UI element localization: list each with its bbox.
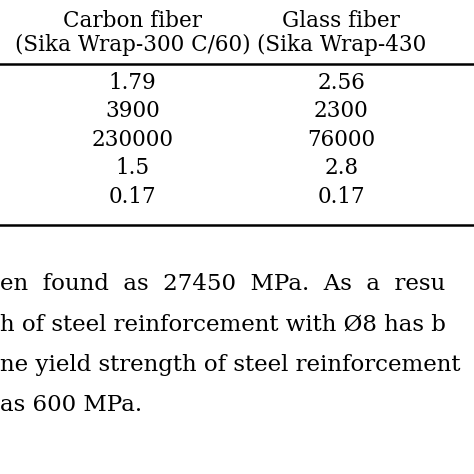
Text: 2300: 2300 (314, 100, 369, 122)
Text: (Sika Wrap-430: (Sika Wrap-430 (256, 34, 426, 56)
Text: Glass fiber: Glass fiber (283, 10, 400, 32)
Text: en  found  as  27450  MPa.  As  a  resu: en found as 27450 MPa. As a resu (0, 273, 445, 295)
Text: 0.17: 0.17 (109, 186, 156, 208)
Text: 3900: 3900 (105, 100, 160, 122)
Text: ne yield strength of steel reinforcement: ne yield strength of steel reinforcement (0, 354, 461, 376)
Text: 2.8: 2.8 (324, 157, 358, 179)
Text: Carbon fiber: Carbon fiber (63, 10, 202, 32)
Text: h of steel reinforcement with Ø8 has b: h of steel reinforcement with Ø8 has b (0, 314, 446, 336)
Text: 0.17: 0.17 (318, 186, 365, 208)
Text: as 600 MPa.: as 600 MPa. (0, 394, 142, 416)
Text: 2.56: 2.56 (317, 72, 365, 94)
Text: 1.5: 1.5 (116, 157, 150, 179)
Text: 76000: 76000 (307, 129, 375, 151)
Text: 230000: 230000 (92, 129, 173, 151)
Text: (Sika Wrap-300 C/60): (Sika Wrap-300 C/60) (15, 34, 251, 56)
Text: 1.79: 1.79 (109, 72, 156, 94)
